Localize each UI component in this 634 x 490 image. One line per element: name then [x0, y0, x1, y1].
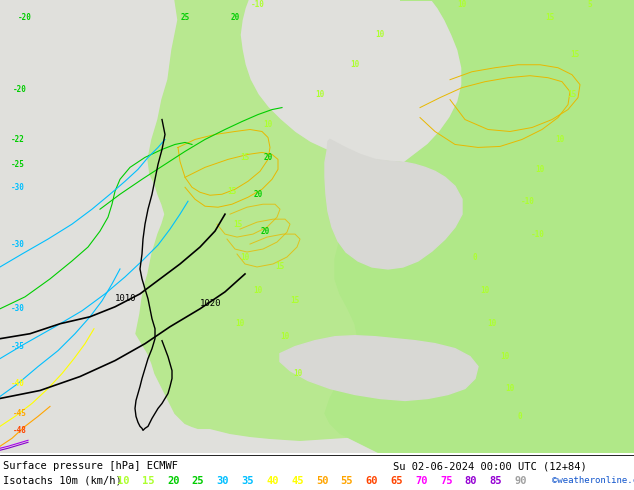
- Text: 50: 50: [316, 476, 328, 486]
- Text: -10: -10: [251, 0, 265, 9]
- Text: 10: 10: [315, 90, 325, 99]
- Text: 15: 15: [545, 13, 555, 23]
- Text: -45: -45: [13, 409, 27, 418]
- Text: 10: 10: [294, 369, 302, 378]
- Text: -30: -30: [11, 183, 25, 192]
- Text: 40: 40: [266, 476, 279, 486]
- Text: Isotachs 10m (km/h): Isotachs 10m (km/h): [3, 476, 128, 486]
- Text: 10: 10: [117, 476, 130, 486]
- Text: 15: 15: [233, 220, 243, 229]
- Text: 10: 10: [375, 30, 385, 39]
- Text: 20: 20: [230, 13, 240, 23]
- Text: Su 02-06-2024 00:00 UTC (12+84): Su 02-06-2024 00:00 UTC (12+84): [393, 462, 587, 471]
- Text: 10: 10: [505, 384, 515, 393]
- Text: 25: 25: [191, 476, 204, 486]
- Polygon shape: [325, 0, 634, 453]
- Text: 30: 30: [217, 476, 229, 486]
- Text: 20: 20: [263, 153, 273, 162]
- Text: 10: 10: [280, 332, 290, 341]
- Text: 55: 55: [340, 476, 353, 486]
- Text: 10: 10: [555, 135, 565, 144]
- Text: -35: -35: [11, 342, 25, 351]
- Text: 5: 5: [588, 0, 592, 9]
- Text: 65: 65: [391, 476, 403, 486]
- Text: 0: 0: [473, 252, 477, 262]
- Text: 10: 10: [481, 286, 489, 295]
- Text: 60: 60: [366, 476, 378, 486]
- Text: 0: 0: [518, 412, 522, 421]
- Text: -20: -20: [18, 13, 32, 23]
- Text: -30: -30: [11, 304, 25, 313]
- Text: 70: 70: [415, 476, 428, 486]
- Text: 85: 85: [489, 476, 502, 486]
- Text: -48: -48: [13, 426, 27, 435]
- Text: 10: 10: [500, 352, 510, 361]
- Text: 10: 10: [457, 0, 467, 9]
- Text: -25: -25: [11, 160, 25, 169]
- Text: -20: -20: [13, 85, 27, 94]
- Text: 15: 15: [228, 187, 236, 196]
- Text: 75: 75: [440, 476, 453, 486]
- Polygon shape: [136, 0, 568, 441]
- Text: -10: -10: [521, 196, 535, 206]
- Text: -40: -40: [11, 379, 25, 388]
- Text: 25: 25: [181, 13, 190, 23]
- Text: 15: 15: [290, 296, 300, 305]
- Text: 15: 15: [571, 50, 579, 59]
- Text: 15: 15: [275, 263, 285, 271]
- Text: 45: 45: [291, 476, 304, 486]
- Text: 10: 10: [235, 319, 245, 328]
- Polygon shape: [325, 140, 462, 269]
- Text: 10: 10: [535, 165, 545, 174]
- Text: 15: 15: [142, 476, 155, 486]
- Text: Surface pressure [hPa] ECMWF: Surface pressure [hPa] ECMWF: [3, 462, 178, 471]
- Text: 10: 10: [240, 252, 250, 262]
- Text: 1020: 1020: [200, 299, 221, 308]
- Polygon shape: [280, 336, 478, 400]
- Text: ©weatheronline.co.uk: ©weatheronline.co.uk: [552, 476, 634, 485]
- Text: 10: 10: [351, 60, 359, 69]
- Text: 20: 20: [167, 476, 179, 486]
- Text: 1010: 1010: [115, 294, 136, 303]
- Text: 80: 80: [465, 476, 477, 486]
- Text: 15: 15: [567, 90, 577, 99]
- Text: 10: 10: [488, 319, 496, 328]
- Text: -10: -10: [531, 230, 545, 239]
- Text: 90: 90: [514, 476, 527, 486]
- Text: -30: -30: [11, 240, 25, 248]
- Text: 20: 20: [261, 226, 269, 236]
- Text: 35: 35: [242, 476, 254, 486]
- Text: 10: 10: [254, 286, 262, 295]
- Text: 10: 10: [263, 120, 273, 129]
- Text: -22: -22: [11, 135, 25, 144]
- Text: 15: 15: [240, 153, 250, 162]
- Text: 20: 20: [254, 190, 262, 199]
